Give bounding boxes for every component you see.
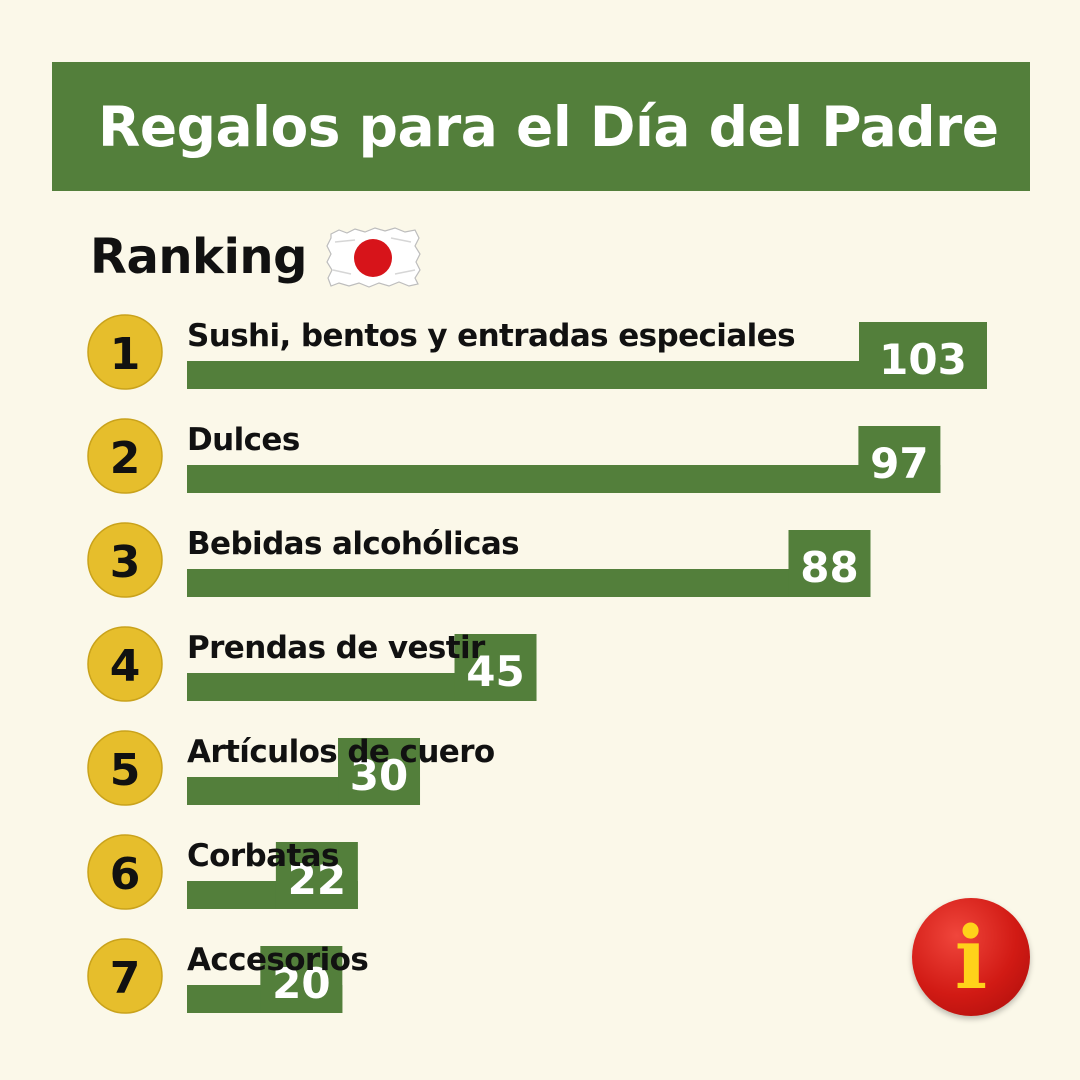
value-label: 97 [870,439,928,488]
category-label: Corbatas [187,838,339,874]
category-label: Artículos de cuero [187,734,495,770]
japan-flag-icon [326,227,421,288]
value-label: 30 [350,751,408,800]
category-label: Prendas de vestir [187,630,486,666]
rank-badge [87,938,163,1014]
category-label: Sushi, bentos y entradas especiales [187,318,795,354]
ranking-label: Ranking [90,229,307,285]
value-label: 22 [288,855,346,904]
bar-row: 3 88 Bebidas alcohólicas [87,522,871,598]
category-label: Dulces [187,422,300,458]
value-label-box [454,634,537,701]
info-glyph: i [954,908,988,1009]
value-label-box [338,738,421,805]
bar-row: 2 97 Dulces [87,418,941,494]
page-title: Regalos para el Día del Padre [98,94,999,159]
bar-row: 1 103 Sushi, bentos y entradas especiales [87,314,987,390]
rank-badge [87,834,163,910]
rank-number: 2 [110,433,141,484]
value-label-box [859,322,987,389]
value-label: 103 [879,335,967,384]
title-banner: Regalos para el Día del Padre [52,62,1030,191]
value-label-box [275,842,358,909]
category-label: Accesorios [187,942,368,978]
rank-number: 1 [110,329,141,380]
rank-number: 7 [110,953,141,1004]
info-icon[interactable]: i [912,898,1030,1016]
rank-number: 5 [110,745,141,796]
value-label: 45 [466,647,524,696]
rank-badge [87,522,163,598]
value-label-box [858,426,941,493]
value-label-box [788,530,871,597]
rank-badge [87,730,163,806]
rank-badge [87,626,163,702]
value-label-box [260,946,343,1013]
bar [187,569,871,597]
value-label: 20 [272,959,330,1008]
ranking-subheader: Ranking [90,222,421,292]
value-label: 88 [800,543,858,592]
rank-number: 6 [110,849,141,900]
category-label: Bebidas alcohólicas [187,526,519,562]
bar [187,361,987,389]
rank-number: 4 [110,641,141,692]
bar [187,465,941,493]
rank-number: 3 [110,537,141,588]
rank-badge [87,314,163,390]
rank-badge [87,418,163,494]
